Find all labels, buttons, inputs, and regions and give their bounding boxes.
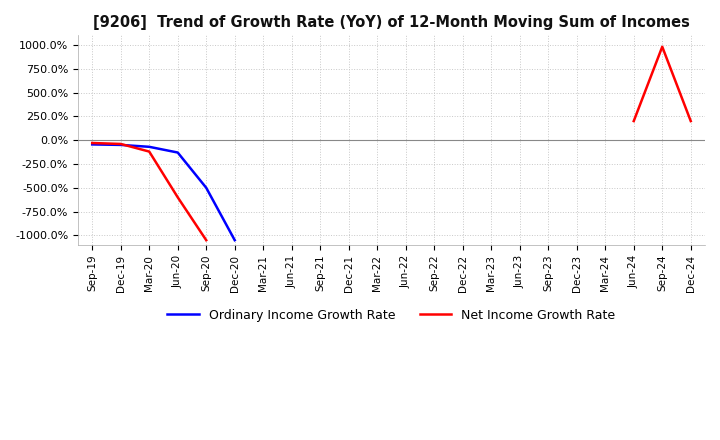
Ordinary Income Growth Rate <box>88 142 96 147</box>
Line: Net Income Growth Rate: Net Income Growth Rate <box>92 47 690 240</box>
Net Income Growth Rate <box>202 238 210 243</box>
Net Income Growth Rate <box>686 118 695 124</box>
Ordinary Income Growth Rate <box>145 144 153 150</box>
Net Income Growth Rate <box>145 149 153 154</box>
Net Income Growth Rate <box>174 194 182 200</box>
Ordinary Income Growth Rate <box>174 150 182 155</box>
Legend: Ordinary Income Growth Rate, Net Income Growth Rate: Ordinary Income Growth Rate, Net Income … <box>163 304 621 327</box>
Net Income Growth Rate <box>117 141 125 147</box>
Net Income Growth Rate <box>629 118 638 124</box>
Ordinary Income Growth Rate <box>117 142 125 147</box>
Ordinary Income Growth Rate <box>230 238 239 243</box>
Line: Ordinary Income Growth Rate: Ordinary Income Growth Rate <box>92 144 235 240</box>
Ordinary Income Growth Rate <box>202 185 210 191</box>
Net Income Growth Rate <box>88 140 96 146</box>
Net Income Growth Rate <box>658 44 667 49</box>
Title: [9206]  Trend of Growth Rate (YoY) of 12-Month Moving Sum of Incomes: [9206] Trend of Growth Rate (YoY) of 12-… <box>93 15 690 30</box>
